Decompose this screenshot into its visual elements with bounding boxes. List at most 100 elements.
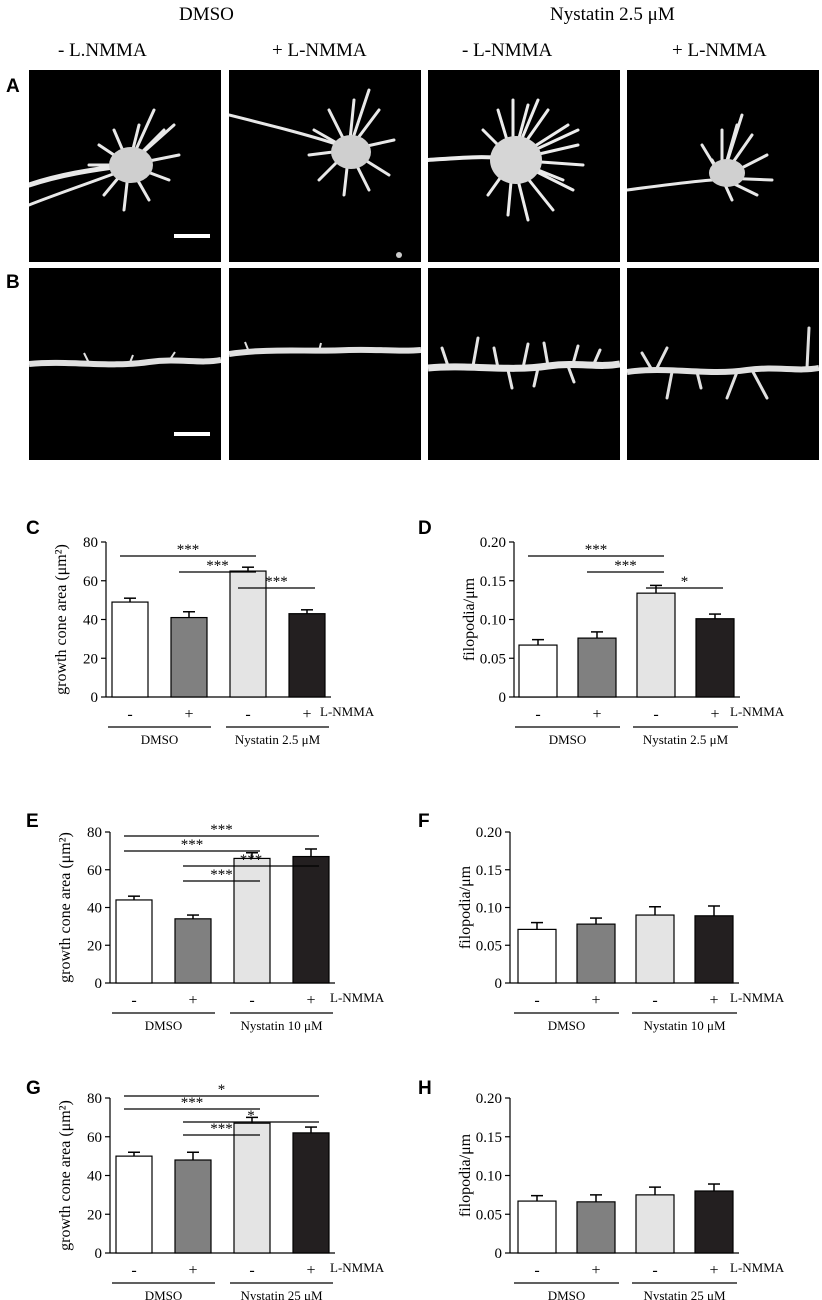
column-label-4: + L-NMMA [672,40,767,61]
l-nmma-label: L-NMMA [730,1260,785,1275]
category-label: + [710,706,719,723]
neurite-image [627,326,819,400]
group-label: Nystatin 2.5 μM [643,732,729,747]
category-label: - [131,1262,136,1279]
bar [517,928,557,984]
significance-label: *** [265,574,288,590]
bar [636,592,676,698]
neurite-image [229,341,421,357]
panel-label-g: G [26,1078,41,1099]
bar [576,1201,616,1254]
category-label: + [188,992,197,1009]
panel-label-d: D [418,518,432,539]
group-label: Nystatin 25 μM [240,1288,323,1300]
y-axis-label: filopodia/μm [461,577,478,661]
y-tick-label: 40 [83,613,98,629]
bar [170,616,208,698]
bar [174,1159,212,1254]
significance-label: *** [206,558,229,574]
bar-chart-h: 0 0.05 0.10 0.15 0.20 filopodia/μm - + - + DMSO Nys… [457,1091,785,1300]
y-tick-label: 80 [83,535,98,551]
bar [694,1190,734,1254]
y-tick-label: 0 [495,1246,503,1262]
panel-label-f: F [418,811,430,832]
y-tick-label: 60 [83,574,98,590]
y-tick-label: 0.05 [476,938,502,954]
category-label: - [127,706,132,723]
significance-label: *** [240,852,263,868]
bar [695,618,735,698]
growth-cone-image [29,108,181,212]
panel-label-e: E [26,811,39,832]
bar [174,918,212,984]
category-label: + [709,1262,718,1279]
panel-label-b: B [6,272,20,293]
column-label-2: + L-NMMA [272,40,367,61]
l-nmma-label: L-NMMA [330,990,385,1005]
bar [292,1132,330,1254]
bar [111,601,149,698]
category-label: - [249,1262,254,1279]
category-label: - [534,1262,539,1279]
y-tick-label: 60 [87,863,102,879]
scale-bar [174,234,210,238]
group-label: DMSO [141,732,179,747]
y-tick-label: 0.20 [476,1091,502,1107]
y-tick-label: 0.10 [480,613,506,629]
significance-label: *** [210,1121,233,1137]
category-label: - [652,992,657,1009]
y-tick-label: 0 [91,690,99,706]
category-label: + [302,706,311,723]
y-tick-label: 0.05 [476,1207,502,1223]
header-nystatin: Nystatin 2.5 μM [550,4,675,25]
group-label: DMSO [548,1018,586,1033]
y-tick-label: 0 [95,1246,103,1262]
significance-label: *** [585,542,608,558]
y-tick-label: 20 [87,1207,102,1223]
bar [576,923,616,984]
category-label: + [591,992,600,1009]
micrograph-b-dmso-minus [29,268,221,460]
bar-chart-f: 0 0.05 0.10 0.15 0.20 filopodia/μm - + - + DMSO Nys… [457,825,785,1033]
group-label: DMSO [145,1018,183,1033]
bar-chart-e: 0 20 40 60 80 growth cone area (μm²) - + - + DMSO N… [57,822,385,1033]
y-tick-label: 0.20 [480,535,506,551]
significance-label: *** [210,822,233,838]
bar-chart-d: 0 0.05 0.10 0.15 0.20 filopodia/μm - + - + DMSO Nys… [461,535,785,747]
y-tick-label: 80 [87,1091,102,1107]
category-label: - [535,706,540,723]
neurite-image [29,351,221,368]
micrograph-a-dmso-minus [29,70,221,262]
group-label: DMSO [548,1288,586,1300]
y-tick-label: 80 [87,825,102,841]
y-tick-label: 60 [87,1130,102,1146]
category-label: + [592,706,601,723]
group-label: DMSO [549,732,587,747]
bar-chart-g: 0 20 40 60 80 growth cone area (μm²) - + - + DMSO N… [57,1082,385,1300]
significance-label: *** [177,542,200,558]
y-tick-label: 0 [495,976,503,992]
growth-cone-image [229,88,402,258]
micrograph-b-dmso-plus [229,268,421,460]
y-tick-label: 0.15 [476,863,502,879]
y-tick-label: 20 [87,938,102,954]
bar [229,570,267,698]
l-nmma-label: L-NMMA [330,1260,385,1275]
bar [233,857,271,984]
significance-label: * [247,1108,255,1124]
l-nmma-label: L-NMMA [730,990,785,1005]
panel-label-a: A [6,76,20,97]
micrograph-b-nystatin-plus [627,268,819,460]
y-axis-label: growth cone area (μm²) [57,1100,74,1251]
significance-label: * [681,574,689,590]
y-axis-label: filopodia/μm [457,865,474,949]
category-label: - [249,992,254,1009]
y-axis-label: growth cone area (μm²) [53,544,70,695]
bar [694,915,734,984]
y-tick-label: 0.20 [476,825,502,841]
category-label: + [591,1262,600,1279]
y-tick-label: 40 [87,901,102,917]
category-label: + [184,706,193,723]
panel-label-c: C [26,518,40,539]
y-axis-label: filopodia/μm [457,1133,474,1217]
